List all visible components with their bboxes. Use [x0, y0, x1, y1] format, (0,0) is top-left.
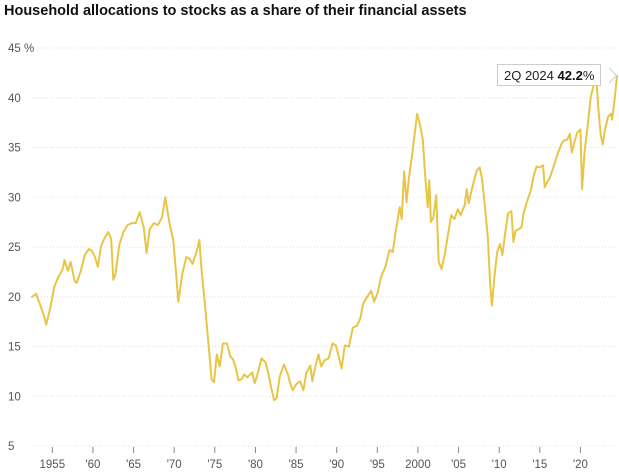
- y-tick-label-10: 10: [8, 391, 21, 403]
- y-tick-label-35: 35: [8, 143, 21, 155]
- callout-value: 42.2: [557, 68, 583, 83]
- series-line: [31, 74, 618, 402]
- x-tick-label-1980: '80: [248, 459, 263, 471]
- callout-unit: %: [582, 68, 595, 83]
- x-tick-label-1990: '90: [329, 459, 344, 471]
- x-tick-label-2015: '15: [532, 459, 547, 471]
- x-tick-label-1955: 1955: [40, 459, 66, 471]
- x-tick-label-1975: '75: [207, 459, 222, 471]
- x-axis-ticks: 1955 '60 '65 '70 '75 '80 '85 '90 '95 2000 '05 '10 '1…: [40, 447, 588, 471]
- y-tick-label-20: 20: [8, 292, 21, 304]
- x-tick-label-1995: '95: [370, 459, 385, 471]
- chart-title: Household allocations to stocks as a sha…: [4, 3, 467, 19]
- y-axis-tick-labels: 5 10 15 20 25 30 35 40 45 %: [8, 43, 34, 453]
- y-tick-label-45: 45 %: [8, 43, 34, 55]
- x-tick-label-2005: '05: [451, 459, 466, 471]
- callout-period: 2Q 2024: [504, 68, 554, 83]
- x-tick-label-1970: '70: [167, 459, 182, 471]
- y-tick-label-25: 25: [8, 242, 21, 254]
- x-tick-label-2010: '10: [492, 459, 507, 471]
- y-tick-label-30: 30: [8, 192, 21, 204]
- y-tick-label-40: 40: [8, 93, 21, 105]
- y-tick-label-15: 15: [8, 342, 21, 354]
- x-tick-label-1985: '85: [289, 459, 304, 471]
- x-tick-label-2020: '20: [573, 459, 588, 471]
- latest-value-callout: 2Q 2024 42.2%: [497, 64, 602, 86]
- x-tick-label-1960: '60: [85, 459, 100, 471]
- x-tick-label-1965: '65: [126, 459, 141, 471]
- x-tick-label-2000: 2000: [405, 459, 431, 471]
- y-tick-label-5: 5: [8, 441, 14, 453]
